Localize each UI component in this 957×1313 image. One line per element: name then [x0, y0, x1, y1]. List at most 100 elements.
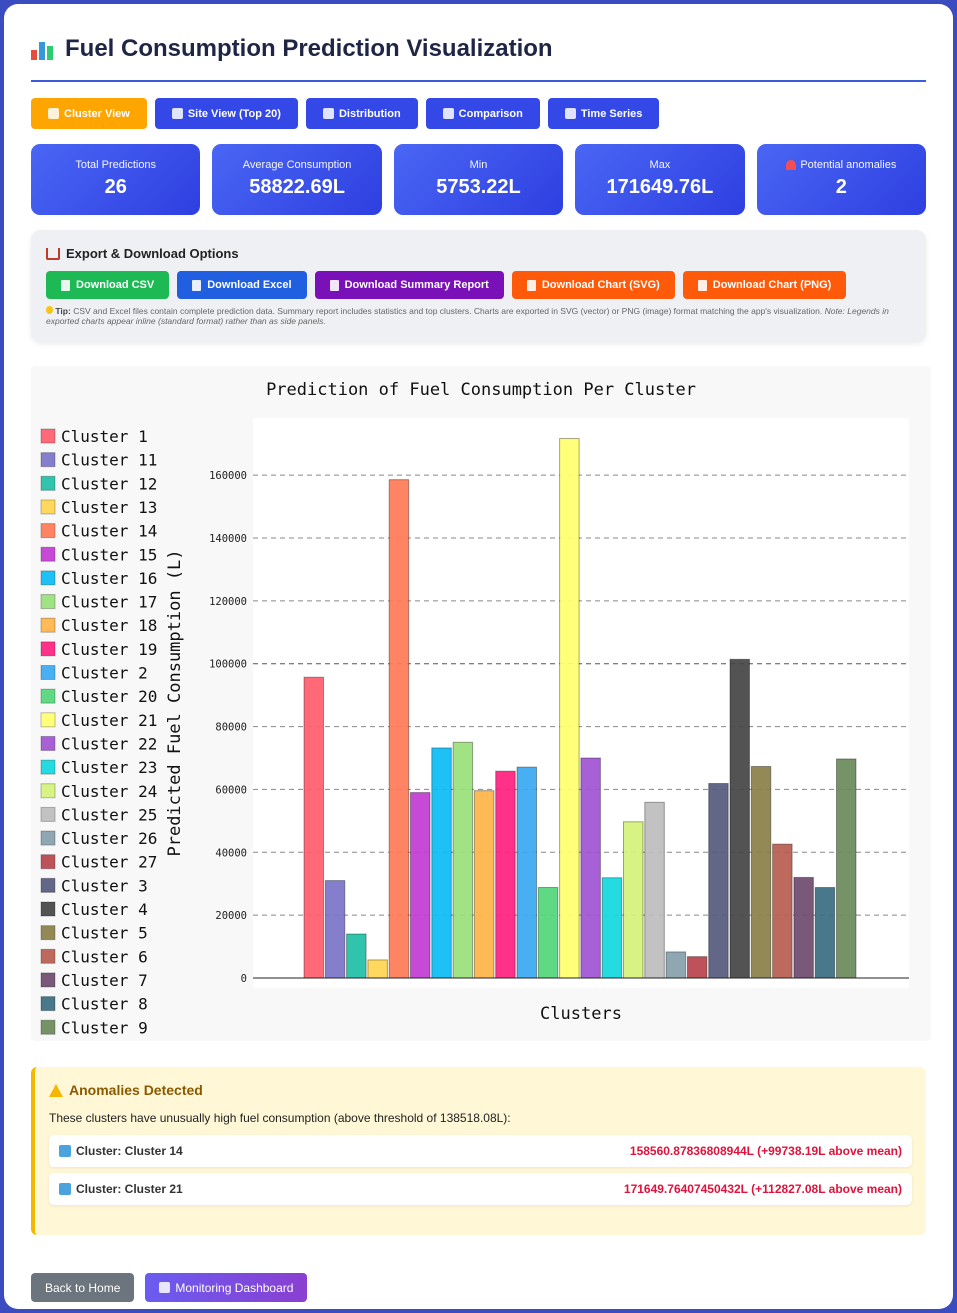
- main-card: Fuel Consumption Prediction Visualizatio…: [4, 4, 953, 1309]
- legend-swatch: [40, 948, 56, 964]
- legend-entry: Cluster 13: [61, 498, 157, 517]
- y-tick-label: 0: [241, 973, 247, 985]
- bar-cluster-19: [495, 770, 516, 979]
- legend-entry: Cluster 27: [61, 853, 157, 872]
- button-label: Download CSV: [76, 279, 155, 291]
- legend-entry: Cluster 6: [61, 947, 148, 966]
- legend-swatch: [40, 641, 56, 657]
- legend-entry: Cluster 7: [61, 971, 148, 990]
- legend-swatch: [40, 854, 56, 870]
- tab-time-series[interactable]: Time Series: [547, 98, 660, 129]
- legend-swatch: [40, 972, 56, 988]
- legend-entry: Cluster 25: [61, 805, 157, 824]
- legend-swatch: [40, 901, 56, 917]
- button-label: Back to Home: [45, 1280, 121, 1295]
- stats-row: Total Predictions 26 Average Consumption…: [31, 144, 927, 215]
- bar-cluster-21: [559, 438, 580, 979]
- chart-container: Prediction of Fuel Consumption Per Clust…: [31, 366, 931, 1041]
- chart-icon: [192, 279, 202, 291]
- tip-note: Note: Legends in exported charts appear …: [46, 306, 889, 326]
- bar-cluster-17: [452, 741, 474, 979]
- legend-swatch: [40, 546, 56, 562]
- page-title: Fuel Consumption Prediction Visualizatio…: [65, 35, 553, 62]
- stat-label: Average Consumption: [242, 159, 352, 171]
- tip-text: CSV and Excel files contain complete pre…: [73, 306, 823, 316]
- export-tip: Tip: CSV and Excel files contain complet…: [46, 306, 911, 326]
- bar-cluster-25: [644, 801, 665, 979]
- button-label: Download Summary Report: [344, 279, 489, 291]
- anomaly-value: 158560.87836808944L (+99738.19L above me…: [629, 1144, 902, 1158]
- download-excel-button[interactable]: Download Excel: [177, 271, 307, 299]
- button-label: Monitoring Dashboard: [175, 1280, 294, 1295]
- download-svg-button[interactable]: Download Chart (SVG): [511, 271, 675, 299]
- stat-label: Max: [649, 159, 671, 171]
- stat-label: Total Predictions: [75, 159, 157, 171]
- y-tick-label: 80000: [215, 722, 247, 734]
- stat-max: Max 171649.76L: [575, 144, 745, 215]
- legend-swatch: [40, 759, 56, 775]
- back-to-home-button[interactable]: Back to Home: [31, 1273, 135, 1302]
- legend-entry: Cluster 3: [61, 876, 148, 895]
- trend-chart-icon: [526, 279, 536, 291]
- bar-cluster-6: [772, 843, 793, 979]
- legend-swatch: [40, 688, 56, 704]
- legend-swatch: [40, 617, 56, 633]
- legend-swatch: [40, 877, 56, 893]
- legend-swatch: [40, 452, 56, 468]
- legend-entry: Cluster 20: [61, 687, 157, 706]
- anomalies-description: These clusters have unusually high fuel …: [49, 1111, 511, 1125]
- legend-swatch: [40, 1019, 56, 1035]
- tab-site-view[interactable]: Site View (Top 20): [154, 98, 298, 129]
- numbers-icon: [48, 108, 59, 119]
- legend-swatch: [40, 428, 56, 444]
- bar-chart: Prediction of Fuel Consumption Per Clust…: [40, 380, 909, 1037]
- bar-chart-icon: [31, 38, 57, 60]
- button-label: Download Chart (SVG): [541, 279, 660, 291]
- anomaly-value: 171649.76407450432L (+112827.08L above m…: [623, 1182, 902, 1196]
- legend-entry: Cluster 19: [61, 640, 157, 659]
- export-buttons: Download CSV Download Excel Download Sum…: [46, 271, 911, 299]
- bar-cluster-24: [623, 821, 644, 979]
- bar-cluster-15: [410, 792, 431, 979]
- tab-comparison[interactable]: Comparison: [425, 98, 540, 129]
- legend-entry: Cluster 11: [61, 451, 157, 470]
- bar-cluster-3: [708, 782, 729, 979]
- stat-label: Potential anomalies: [800, 159, 897, 171]
- image-icon: [697, 279, 707, 291]
- anomaly-cluster: Cluster: Cluster 21: [76, 1182, 183, 1196]
- tab-label: Time Series: [580, 107, 643, 120]
- legend-swatch: [40, 830, 56, 846]
- legend-entry: Cluster 22: [61, 734, 157, 753]
- legend-swatch: [40, 665, 56, 680]
- page-header: Fuel Consumption Prediction Visualizatio…: [31, 30, 926, 82]
- bar-cluster-23: [601, 877, 623, 979]
- button-label: Download Chart (PNG): [712, 279, 832, 291]
- stat-value: 58822.69L: [249, 176, 345, 198]
- trend-chart-icon: [322, 108, 334, 119]
- stat-value: 171649.76L: [606, 176, 714, 198]
- legend-entry: Cluster 9: [61, 1018, 148, 1037]
- tab-distribution[interactable]: Distribution: [305, 98, 418, 129]
- bar-cluster-5: [750, 765, 772, 979]
- legend-swatch: [40, 783, 56, 799]
- monitoring-dashboard-button[interactable]: Monitoring Dashboard: [145, 1273, 308, 1302]
- legend-swatch: [40, 806, 56, 822]
- legend-entry: Cluster 24: [61, 782, 157, 801]
- anomaly-item: Cluster: Cluster 21 171649.76407450432L …: [49, 1173, 912, 1205]
- download-png-button[interactable]: Download Chart (PNG): [682, 271, 847, 299]
- tab-cluster-view[interactable]: Cluster View: [31, 98, 147, 129]
- stat-total-predictions: Total Predictions 26: [31, 144, 201, 215]
- warning-icon: [49, 1083, 63, 1097]
- bar-cluster-22: [580, 757, 601, 979]
- bar-cluster-13: [367, 959, 388, 979]
- download-csv-button[interactable]: Download CSV: [46, 271, 170, 299]
- bar-cluster-9: [836, 758, 857, 979]
- calendar-icon: [564, 108, 576, 119]
- bar-cluster-1: [303, 676, 324, 979]
- anomalies-panel: Anomalies Detected These clusters have u…: [31, 1067, 926, 1235]
- y-tick-label: 40000: [215, 847, 247, 859]
- stat-label: Min: [469, 159, 488, 171]
- legend-entry: Cluster 16: [61, 569, 157, 588]
- tab-label: Cluster View: [64, 107, 130, 120]
- download-summary-button[interactable]: Download Summary Report: [314, 271, 504, 299]
